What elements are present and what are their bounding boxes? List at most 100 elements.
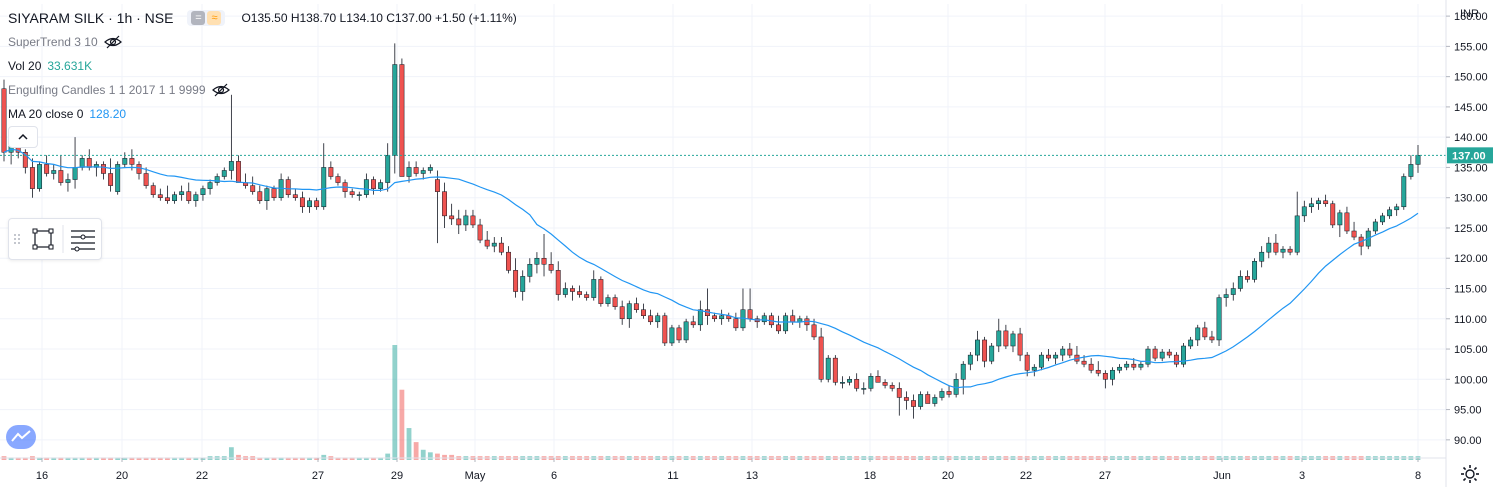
candle <box>1223 288 1229 307</box>
symbol-title[interactable]: SIYARAM SILK · 1h · NSE <box>8 10 174 26</box>
candle <box>534 252 540 274</box>
candle <box>882 379 888 389</box>
candle-body <box>1003 330 1009 347</box>
volume-bar <box>200 457 206 460</box>
candle <box>1088 358 1094 374</box>
candle <box>1323 194 1329 207</box>
candle-body <box>555 270 561 295</box>
candle-body <box>1401 176 1407 208</box>
candle-body <box>562 288 568 295</box>
candle-body <box>1259 251 1265 262</box>
candle-body <box>882 382 888 386</box>
eye-off-icon[interactable] <box>211 83 230 97</box>
candle <box>1181 342 1186 368</box>
candle <box>911 394 916 419</box>
time-axis: 16 20 22 27 29 May 6 11 13 18 20 22 27 Jun 3 8 <box>0 457 1446 482</box>
settings-gear-icon[interactable] <box>1460 464 1480 484</box>
candle-body <box>314 200 320 208</box>
volume-bar <box>22 457 28 460</box>
candle <box>932 394 938 407</box>
candle <box>399 58 405 177</box>
lines-icon[interactable] <box>71 230 95 252</box>
candle-body <box>449 215 455 220</box>
candle <box>1351 221 1357 241</box>
candle <box>1372 218 1378 235</box>
candle-body <box>761 315 767 323</box>
price-tick-label: 95.00 <box>1454 405 1482 417</box>
candle <box>1188 336 1194 350</box>
indicator-toggle-pill[interactable]: = ≈ <box>187 10 226 26</box>
candle-body <box>172 194 177 201</box>
volume-bar <box>427 452 433 460</box>
volume-bar <box>321 454 327 460</box>
eye-off-icon[interactable] <box>103 35 122 49</box>
candle <box>903 391 909 410</box>
candle <box>1287 246 1293 256</box>
time-tick-label: 20 <box>942 470 954 482</box>
candle <box>456 209 462 235</box>
candle-body <box>228 161 234 171</box>
candle <box>58 155 64 186</box>
price-tick-label: 130.00 <box>1454 193 1488 205</box>
rectangle-icon[interactable] <box>32 228 54 250</box>
candle <box>548 252 554 274</box>
candle-body <box>129 158 135 165</box>
candle <box>896 382 902 416</box>
candle <box>626 300 632 328</box>
candle-body <box>257 191 263 201</box>
indicator-label: SuperTrend 3 10 <box>8 35 98 49</box>
candle-body <box>328 167 334 177</box>
candle-body <box>1102 373 1108 380</box>
candle-body <box>115 164 121 192</box>
candle-body <box>427 167 433 171</box>
indicator-supertrend[interactable]: SuperTrend 3 10 <box>8 30 517 54</box>
candle-body <box>392 64 398 156</box>
candle <box>108 158 114 192</box>
volume-bar <box>371 457 376 460</box>
volume-bar <box>172 457 177 460</box>
candle-body <box>442 191 447 217</box>
indicator-ma[interactable]: MA 20 close 0 128.20 <box>8 102 517 126</box>
candle-body <box>1110 369 1115 380</box>
candle-body <box>982 339 988 362</box>
candle <box>889 382 895 392</box>
candle-body <box>1053 354 1059 359</box>
trend-up-icon[interactable]: = <box>191 11 206 25</box>
indicator-engulfing[interactable]: Engulfing Candles 1 1 2017 1 1 9999 <box>8 78 517 102</box>
candle <box>740 288 746 331</box>
candle-body <box>264 188 270 201</box>
candle-body <box>903 397 909 401</box>
volume-bar <box>79 457 85 460</box>
candle <box>946 385 952 398</box>
indicator-volume[interactable]: Vol 20 33.631K <box>8 54 517 78</box>
candle-body <box>136 164 142 174</box>
collapse-legend-button[interactable] <box>8 126 38 148</box>
volume-bar <box>449 454 455 460</box>
candle-body <box>747 309 753 320</box>
wave-icon[interactable]: ≈ <box>207 11 222 25</box>
tradingview-logo-icon[interactable] <box>6 425 36 449</box>
candle <box>1230 282 1236 301</box>
candle-body <box>1152 348 1158 359</box>
volume-bar <box>413 442 419 460</box>
drawing-toolbar[interactable] <box>8 218 102 260</box>
candle-body <box>648 315 654 323</box>
candle <box>776 315 781 334</box>
drag-handle-icon[interactable] <box>14 234 20 244</box>
legend: SIYARAM SILK · 1h · NSE = ≈ O135.50 H138… <box>8 6 517 126</box>
candle-body <box>363 179 369 195</box>
candle-body <box>840 382 845 384</box>
candle <box>356 191 362 201</box>
price-tick-label: 135.00 <box>1454 162 1488 174</box>
candle-body <box>598 279 604 304</box>
candle-body <box>122 158 128 165</box>
candle <box>1401 173 1407 210</box>
candle-body <box>1216 297 1222 341</box>
price-tick-label: 125.00 <box>1454 223 1488 235</box>
volume-bar <box>157 457 163 460</box>
candle-body <box>1131 363 1137 368</box>
volume-bar <box>292 457 298 460</box>
candle-body <box>434 179 440 192</box>
